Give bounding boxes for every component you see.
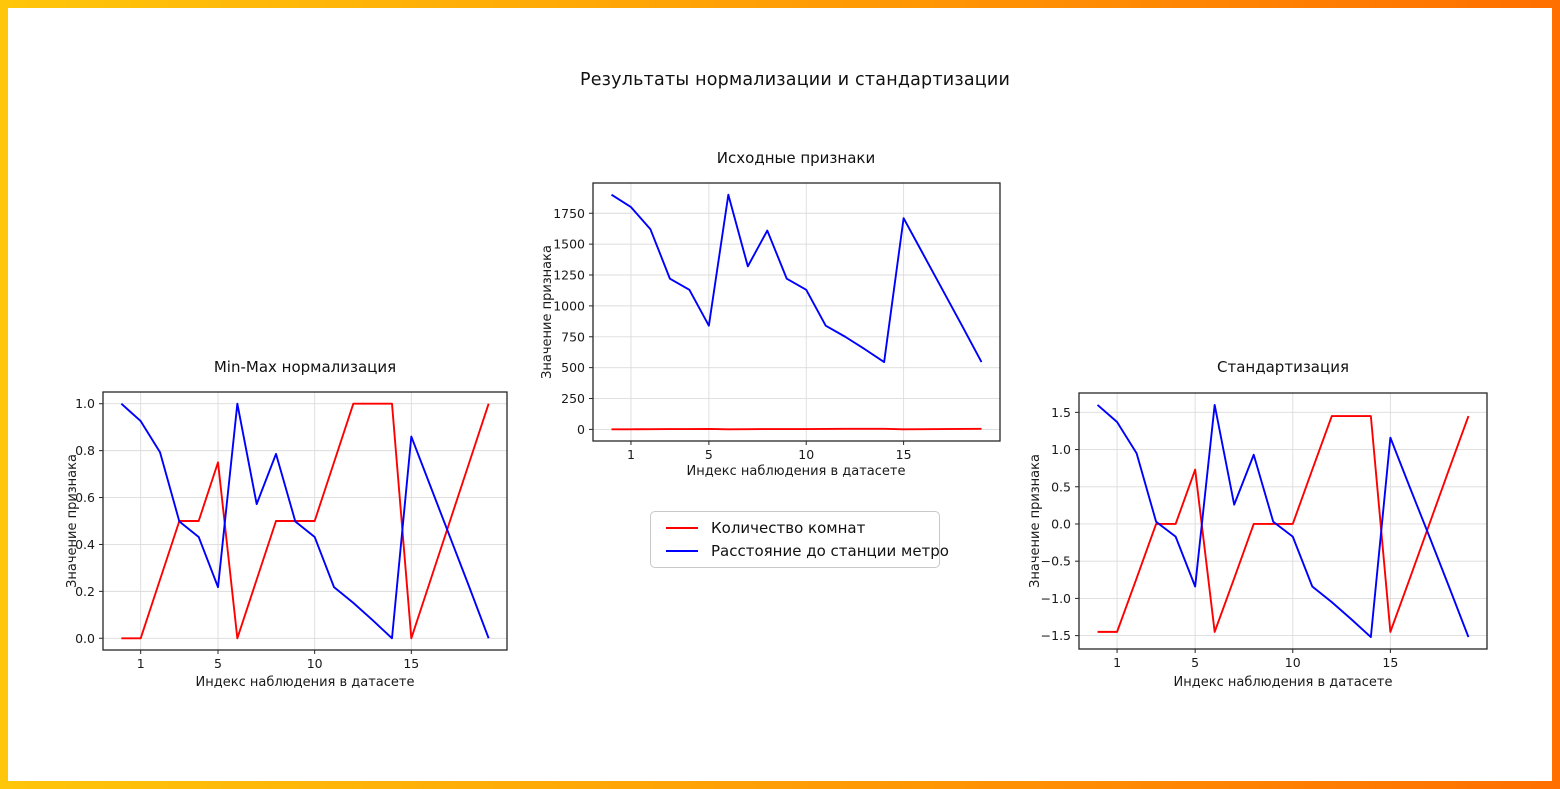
legend-box: Количество комнат Расстояние до станции … [650, 511, 949, 568]
figure-canvas: Результаты нормализации и стандартизации… [8, 8, 1552, 781]
series-line-rooms [611, 427, 982, 431]
x-tick-label: 1 [627, 447, 635, 462]
standard-chart-svg: 1 5 10 15−1.5−1.0−0.50.00.51.01.5 Стандарти… [1028, 358, 1488, 690]
y-tick-label: 1750 [553, 206, 585, 221]
chart-original: 1 5 10 15 0 250 500 750 1000 1250 1500 1750 Исходны… [535, 135, 1020, 480]
rooms-line-swatch [666, 527, 698, 529]
y-tick-label: 1250 [553, 268, 585, 283]
x-tick-label: 5 [1191, 655, 1199, 670]
legend-entry-metro-distance: Расстояние до станции метро [666, 542, 949, 560]
x-tick-label: 5 [705, 447, 713, 462]
x-tick-label: 1 [1113, 655, 1121, 670]
y-tick-label: 1.0 [1051, 442, 1071, 457]
original-chart-title: Исходные признаки [717, 149, 875, 167]
original-yaxis-label: Значение признака [540, 245, 555, 379]
x-tick-label: 15 [1382, 655, 1398, 670]
minmax-xaxis-label: Индекс наблюдения в датасете [196, 675, 415, 690]
legend-entry-rooms: Количество комнат [666, 519, 929, 537]
metro-distance-legend-label: Расстояние до станции метро [711, 542, 949, 560]
minmax-plot-layer: 1 5 10 150.00.20.40.60.81.0 [75, 391, 508, 671]
minmax-yaxis-label: Значение признака [65, 454, 80, 588]
rooms-legend-label: Количество комнат [711, 519, 866, 537]
y-tick-label: 500 [561, 360, 585, 375]
series-line-rooms [121, 402, 490, 640]
x-tick-label: 1 [137, 656, 145, 671]
y-tick-label: 1.5 [1051, 405, 1071, 420]
x-tick-label: 10 [307, 656, 323, 671]
standard-plot-layer: 1 5 10 15−1.5−1.0−0.50.00.51.01.5 [1041, 392, 1488, 670]
x-tick-label: 10 [798, 447, 814, 462]
standard-chart-title: Стандартизация [1217, 358, 1349, 376]
minmax-chart-title: Min-Max нормализация [214, 358, 396, 376]
y-tick-label: 1000 [553, 298, 585, 313]
x-tick-label: 15 [896, 447, 912, 462]
y-tick-label: 1.0 [75, 396, 95, 411]
y-tick-label: 0.8 [75, 443, 95, 458]
y-tick-label: 250 [561, 391, 585, 406]
original-xaxis-label: Индекс наблюдения в датасете [687, 464, 906, 479]
minmax-chart-svg: 1 5 10 150.00.20.40.60.81.0 Min-Max нормали… [65, 358, 508, 690]
metro-distance-line-swatch [666, 550, 698, 552]
x-tick-label: 5 [214, 656, 222, 671]
y-tick-label: 0.2 [75, 584, 95, 599]
x-tick-label: 10 [1285, 655, 1301, 670]
y-tick-label: −1.5 [1041, 628, 1071, 643]
standard-yaxis-label: Значение признака [1028, 454, 1043, 588]
y-tick-label: 0.5 [1051, 479, 1071, 494]
chart-minmax: 1 5 10 15 0.0 0.2 0.4 0.6 0.8 1.0 Min-Max нормали… [60, 345, 525, 705]
y-tick-label: 0 [577, 422, 585, 437]
series-line-metro-distance [1096, 403, 1470, 639]
y-tick-label: 0.4 [75, 537, 95, 552]
y-tick-label: 0.0 [75, 631, 95, 646]
y-tick-label: −1.0 [1041, 591, 1071, 606]
plot-border [102, 391, 508, 651]
chart-standard: 1 5 10 15 −1.5 −1.0 −0.5 0.0 0.5 1.0 1.5 Стандарти… [1020, 345, 1500, 705]
plot-border [1078, 392, 1488, 650]
series-line-metro-distance [120, 402, 490, 640]
plot-border [592, 182, 1001, 442]
figure-title: Результаты нормализации и стандартизации [579, 70, 1011, 90]
y-tick-label: 0.0 [1051, 516, 1071, 531]
x-tick-label: 15 [403, 656, 419, 671]
y-tick-label: 1500 [553, 237, 585, 252]
series-line-metro-distance [610, 193, 983, 364]
y-tick-label: −0.5 [1041, 554, 1071, 569]
y-tick-label: 0.6 [75, 490, 95, 505]
standard-xaxis-label: Индекс наблюдения в датасете [1174, 675, 1393, 690]
y-tick-label: 750 [561, 329, 585, 344]
